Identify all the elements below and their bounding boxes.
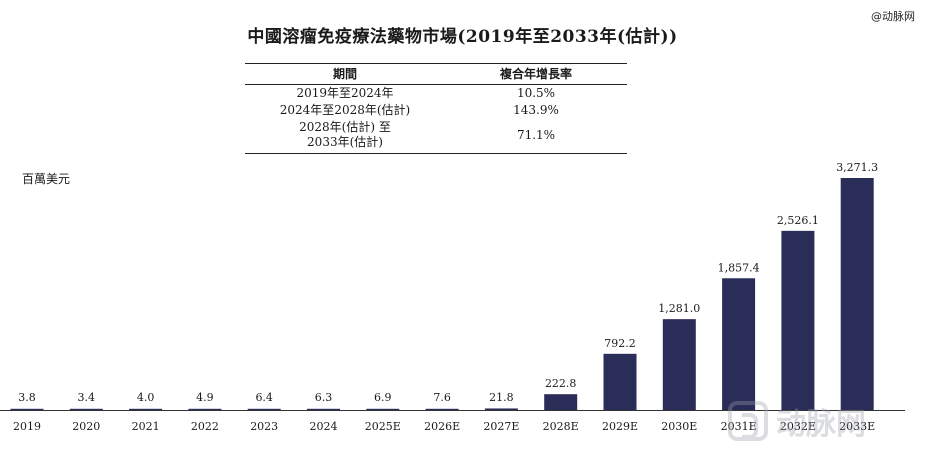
data-label-2031E: 1,857.4	[718, 261, 760, 274]
bar-2033E	[840, 178, 874, 410]
x-tick-label-2019: 2019	[13, 420, 41, 433]
data-label-2032E: 2,526.1	[777, 214, 819, 227]
data-label-2033E: 3,271.3	[836, 161, 878, 174]
cagr-period: 2028年(估計) 至 2033年(估計)	[245, 119, 445, 154]
table-row: 2019年至2024年 10.5%	[245, 85, 627, 103]
bar-2020	[69, 408, 103, 410]
data-label-2021: 4.0	[137, 391, 155, 404]
data-label-2022: 4.9	[196, 391, 214, 404]
bar-2030E	[662, 319, 696, 410]
bar-2023	[247, 408, 281, 410]
x-tick-label-2025E: 2025E	[365, 420, 401, 433]
cagr-table: 期間 複合年增長率 2019年至2024年 10.5% 2024年至2028年(…	[245, 63, 627, 154]
bar-2028E	[544, 394, 578, 410]
cagr-header-period: 期間	[245, 63, 445, 85]
data-label-2029E: 792.2	[604, 337, 636, 350]
x-tick-label-2024: 2024	[310, 420, 338, 433]
data-label-2019: 3.8	[18, 391, 36, 404]
data-label-2025E: 6.9	[374, 391, 392, 404]
data-label-2027E: 21.8	[489, 391, 514, 404]
data-label-2028E: 222.8	[545, 377, 577, 390]
chart-title: 中國溶瘤免疫療法藥物市場(2019年至2033年(估計))	[247, 27, 678, 47]
x-tick-label-2030E: 2030E	[661, 420, 697, 433]
watermark-logo: 动脉网	[728, 398, 918, 444]
x-tick-label-2033E: 2033E	[839, 420, 875, 433]
y-unit-label: 百萬美元	[22, 172, 71, 186]
x-tick-label-2023: 2023	[250, 420, 278, 433]
x-tick-label-2021: 2021	[132, 420, 160, 433]
cagr-header-rate: 複合年增長率	[445, 63, 627, 85]
data-label-2024: 6.3	[315, 391, 333, 404]
table-row: 2028年(估計) 至 2033年(估計) 71.1%	[245, 119, 627, 154]
logo-icon	[728, 401, 768, 441]
x-tick-label-2027E: 2027E	[483, 420, 519, 433]
bar-2019	[10, 408, 44, 410]
data-label-2030E: 1,281.0	[658, 302, 700, 315]
bar-2026E	[425, 408, 459, 410]
table-row: 2024年至2028年(估計) 143.9%	[245, 102, 627, 119]
cagr-rate: 143.9%	[513, 103, 559, 117]
cagr-rate: 10.5%	[516, 86, 556, 100]
bar-2021	[129, 408, 163, 410]
cagr-period: 2019年至2024年	[296, 86, 394, 100]
watermark-text: 动脉网	[776, 407, 866, 442]
cagr-rate: 71.1%	[445, 119, 627, 154]
bar-2032E	[781, 230, 815, 410]
bar-2024	[307, 408, 340, 410]
bar-2022	[188, 408, 222, 410]
cagr-period: 2024年至2028年(估計)	[279, 103, 411, 117]
data-label-2020: 3.4	[78, 391, 96, 404]
x-tick-label-2031E: 2031E	[721, 420, 757, 433]
x-tick-label-2029E: 2029E	[602, 420, 638, 433]
bar-2025E	[366, 408, 400, 410]
watermark-top: @动脉网	[871, 10, 915, 23]
data-label-2026E: 7.6	[433, 391, 451, 404]
x-tick-label-2022: 2022	[191, 420, 219, 433]
data-label-2023: 6.4	[255, 391, 273, 404]
bar-2029E	[603, 353, 637, 410]
x-tick-label-2032E: 2032E	[780, 420, 816, 433]
cagr-table-header-row: 期間 複合年增長率	[245, 63, 627, 85]
bar-2027E	[484, 408, 518, 410]
bar-2031E	[722, 278, 756, 410]
x-tick-label-2026E: 2026E	[424, 420, 460, 433]
x-tick-label-2028E: 2028E	[543, 420, 579, 433]
x-tick-label-2020: 2020	[72, 420, 100, 433]
